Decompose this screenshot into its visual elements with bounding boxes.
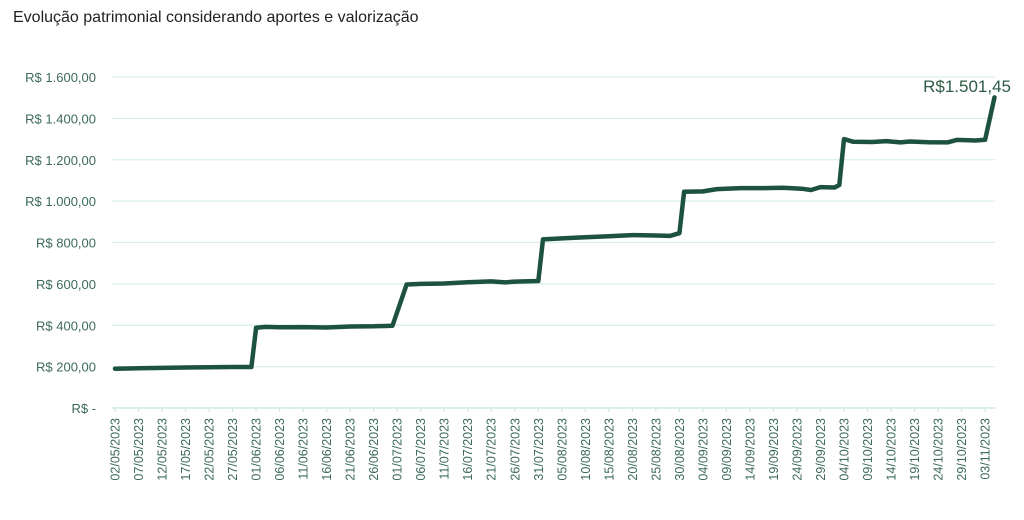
x-tick-label: 15/08/2023 — [602, 418, 616, 481]
y-tick-label: R$ 1.000,00 — [25, 194, 96, 209]
x-tick-label: 16/06/2023 — [320, 418, 334, 481]
x-tick-label: 20/08/2023 — [626, 418, 640, 481]
x-tick-label: 09/09/2023 — [720, 418, 734, 481]
x-tick-label: 06/06/2023 — [273, 418, 287, 481]
gridlines — [112, 76, 995, 368]
x-tick-label: 12/05/2023 — [156, 418, 170, 481]
x-tick-label: 26/06/2023 — [367, 418, 381, 481]
x-tick-label: 26/07/2023 — [508, 418, 522, 481]
x-tick-label: 01/07/2023 — [391, 418, 405, 481]
x-tick-label: 14/09/2023 — [743, 418, 757, 481]
x-tick-label: 31/07/2023 — [532, 418, 546, 481]
x-axis: 02/05/2023 07/05/2023 12/05/2023 17/05/2023… — [109, 407, 995, 481]
x-tick-label: 24/09/2023 — [790, 418, 804, 481]
y-axis-labels: R$ - R$ 200,00 R$ 400,00 R$ 600,00 R$ 800,00… — [25, 70, 96, 416]
y-tick-label: R$ 200,00 — [36, 360, 96, 375]
y-tick-label: R$ 1.200,00 — [25, 153, 96, 168]
y-tick-label: R$ 1.600,00 — [25, 70, 96, 85]
x-tick-label: 19/09/2023 — [767, 418, 781, 481]
x-tick-label: 19/10/2023 — [908, 418, 922, 481]
last-value-annotation: R$1.501,45 — [923, 77, 1011, 96]
x-tick-label: 06/07/2023 — [414, 418, 428, 481]
x-tick-label: 01/06/2023 — [250, 418, 264, 481]
x-tick-label: 21/06/2023 — [344, 418, 358, 481]
x-tick-label: 14/10/2023 — [884, 418, 898, 481]
x-tick-label: 16/07/2023 — [461, 418, 475, 481]
x-tick-label: 03/11/2023 — [979, 418, 993, 480]
x-tick-label: 17/05/2023 — [179, 418, 193, 481]
x-tick-label: 11/07/2023 — [438, 418, 452, 480]
x-tick-label: 05/08/2023 — [555, 418, 569, 481]
chart-title: Evolução patrimonial considerando aporte… — [13, 9, 419, 26]
x-tick-label: 10/08/2023 — [579, 418, 593, 481]
x-tick-label: 24/10/2023 — [932, 418, 946, 481]
y-tick-label: R$ 600,00 — [36, 277, 96, 292]
x-tick-label: 30/08/2023 — [673, 418, 687, 481]
x-tick-label: 29/09/2023 — [814, 418, 828, 481]
y-tick-label: R$ 800,00 — [36, 236, 96, 251]
x-tick-label: 25/08/2023 — [649, 418, 663, 481]
x-tick-label: 22/05/2023 — [203, 418, 217, 481]
y-tick-label: R$ - — [71, 401, 96, 416]
x-tick-label: 21/07/2023 — [485, 418, 499, 481]
x-tick-label: 04/09/2023 — [696, 418, 710, 481]
x-tick-label: 07/05/2023 — [132, 418, 146, 481]
series-line-patrimonio — [112, 95, 997, 371]
x-tick-label: 11/06/2023 — [297, 418, 311, 480]
y-tick-label: R$ 400,00 — [36, 318, 96, 333]
x-tick-label: 09/10/2023 — [861, 418, 875, 481]
x-tick-label: 02/05/2023 — [109, 418, 123, 481]
x-tick-label: 29/10/2023 — [955, 418, 969, 481]
y-tick-label: R$ 1.400,00 — [25, 111, 96, 126]
x-tick-label: 27/05/2023 — [226, 418, 240, 481]
x-tick-label: 04/10/2023 — [837, 418, 851, 481]
